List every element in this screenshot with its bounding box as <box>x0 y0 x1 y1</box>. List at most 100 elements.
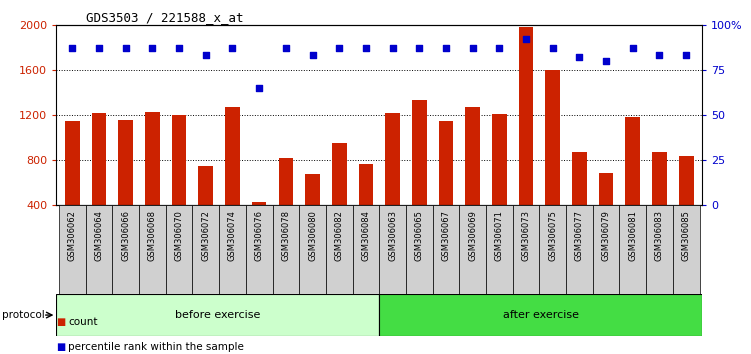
Bar <box>673 205 699 294</box>
Bar <box>299 205 326 294</box>
Point <box>173 45 185 51</box>
Point <box>493 45 505 51</box>
Bar <box>198 166 213 251</box>
Bar <box>139 205 166 294</box>
Bar <box>460 205 486 294</box>
Bar <box>59 205 86 294</box>
Text: GSM306069: GSM306069 <box>468 210 477 261</box>
Text: GSM306064: GSM306064 <box>95 210 104 261</box>
Text: GSM306082: GSM306082 <box>335 210 344 261</box>
Text: GSM306066: GSM306066 <box>121 210 130 261</box>
Point <box>253 85 265 91</box>
Bar <box>379 294 702 336</box>
Text: GSM306079: GSM306079 <box>602 210 611 261</box>
Bar <box>439 121 454 251</box>
Text: protocol: protocol <box>2 310 44 320</box>
Bar <box>652 152 667 251</box>
Bar <box>433 205 460 294</box>
Text: GSM306083: GSM306083 <box>655 210 664 261</box>
Bar <box>166 205 192 294</box>
Point <box>413 45 425 51</box>
Text: GSM306085: GSM306085 <box>682 210 691 261</box>
Bar <box>172 115 186 251</box>
Point <box>200 53 212 58</box>
Point <box>93 45 105 51</box>
Point <box>680 53 692 58</box>
Bar <box>572 152 587 251</box>
Bar <box>273 205 299 294</box>
Point <box>653 53 665 58</box>
Text: GSM306074: GSM306074 <box>228 210 237 261</box>
Point <box>520 36 532 42</box>
Text: GSM306077: GSM306077 <box>575 210 584 261</box>
Text: GSM306070: GSM306070 <box>174 210 183 261</box>
Bar <box>466 107 480 251</box>
Bar <box>679 156 693 251</box>
Bar <box>92 113 107 251</box>
Text: GSM306078: GSM306078 <box>282 210 291 261</box>
Bar <box>279 158 293 251</box>
Text: GSM306081: GSM306081 <box>629 210 638 261</box>
Text: GSM306076: GSM306076 <box>255 210 264 261</box>
Point <box>360 45 372 51</box>
Bar <box>513 205 539 294</box>
Bar <box>385 113 400 251</box>
Point <box>66 45 78 51</box>
Bar <box>119 120 133 251</box>
Point <box>466 45 478 51</box>
Bar <box>192 205 219 294</box>
Bar <box>113 205 139 294</box>
Point <box>574 55 586 60</box>
Bar <box>519 27 533 251</box>
Bar <box>246 205 273 294</box>
Text: GSM306063: GSM306063 <box>388 210 397 261</box>
Point <box>600 58 612 64</box>
Bar <box>545 70 560 251</box>
Point <box>387 45 399 51</box>
Point <box>146 45 158 51</box>
Point <box>547 45 559 51</box>
Bar <box>252 202 267 251</box>
Bar <box>646 205 673 294</box>
Text: GSM306065: GSM306065 <box>415 210 424 261</box>
Bar <box>352 205 379 294</box>
Text: GSM306067: GSM306067 <box>442 210 451 261</box>
Bar <box>305 174 320 251</box>
Bar <box>599 173 614 251</box>
Text: percentile rank within the sample: percentile rank within the sample <box>68 342 244 352</box>
Point <box>333 45 345 51</box>
Text: after exercise: after exercise <box>502 310 579 320</box>
Bar <box>620 205 646 294</box>
Bar <box>486 205 513 294</box>
Text: before exercise: before exercise <box>175 310 261 320</box>
Bar <box>145 112 160 251</box>
Text: GSM306072: GSM306072 <box>201 210 210 261</box>
Text: GSM306084: GSM306084 <box>361 210 370 261</box>
Bar <box>326 205 352 294</box>
Point <box>440 45 452 51</box>
Text: GSM306071: GSM306071 <box>495 210 504 261</box>
Text: ■: ■ <box>56 317 65 327</box>
Text: GSM306068: GSM306068 <box>148 210 157 261</box>
Bar <box>65 121 80 251</box>
Bar <box>412 101 427 251</box>
Bar <box>332 143 346 251</box>
Text: GSM306062: GSM306062 <box>68 210 77 261</box>
Text: ■: ■ <box>56 342 65 352</box>
Point <box>627 45 639 51</box>
Point <box>306 53 318 58</box>
Text: GSM306075: GSM306075 <box>548 210 557 261</box>
Bar <box>593 205 620 294</box>
Text: GSM306080: GSM306080 <box>308 210 317 261</box>
Bar <box>406 205 433 294</box>
Bar <box>626 117 640 251</box>
Bar <box>358 164 373 251</box>
Bar <box>86 205 113 294</box>
Point <box>227 45 239 51</box>
Point <box>280 45 292 51</box>
Bar <box>539 205 566 294</box>
Text: count: count <box>68 317 98 327</box>
Text: GDS3503 / 221588_x_at: GDS3503 / 221588_x_at <box>86 11 244 24</box>
Bar <box>219 205 246 294</box>
Bar <box>379 205 406 294</box>
